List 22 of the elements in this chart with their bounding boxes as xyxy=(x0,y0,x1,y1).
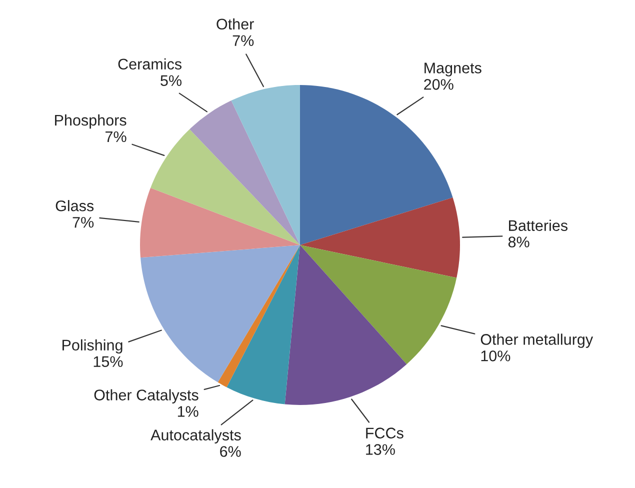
slice-label: Phosphors xyxy=(55,114,126,129)
data-label: 15% xyxy=(94,356,123,367)
data-label: 13% xyxy=(366,444,395,455)
slice-label: Autocatalysts xyxy=(150,429,241,444)
slice-label: Ceramics xyxy=(118,58,182,70)
data-label: 8% xyxy=(508,236,530,248)
slice-label: Glass xyxy=(56,200,94,212)
data-label: 7% xyxy=(106,131,126,142)
data-label: 5% xyxy=(160,75,182,86)
slice-label: FCCs xyxy=(366,428,404,438)
slice-label: Other metallurgy xyxy=(480,334,594,348)
data-label: 7% xyxy=(232,35,254,46)
data-label: 20% xyxy=(424,79,454,90)
data-label: 6% xyxy=(220,446,241,457)
data-label: 10% xyxy=(481,350,510,362)
slice-label: Polishing xyxy=(62,339,122,354)
slice-label: Batteries xyxy=(509,220,568,231)
data-label: 7% xyxy=(72,216,94,228)
slice-label: Other Catalysts xyxy=(94,389,198,404)
slice-label: Other xyxy=(216,18,254,30)
data-label: 1% xyxy=(178,406,198,417)
slice-label: Magnets xyxy=(424,62,482,76)
